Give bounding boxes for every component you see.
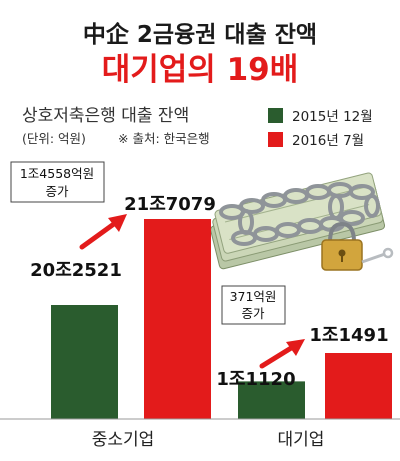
bar-sme-2015	[51, 305, 118, 419]
increase-arrow-sme	[79, 214, 127, 250]
source-note: ※ 출처: 한국은행	[118, 131, 210, 146]
legend-swatch-2016	[268, 132, 283, 147]
increase-callout-box-large	[221, 285, 286, 325]
category-label-sme: 중소기업	[92, 430, 155, 450]
increase-word-sme: 증가	[45, 184, 69, 199]
section-label: 상호저축은행 대출 잔액	[22, 106, 189, 126]
legend-swatch-2015	[268, 108, 283, 123]
category-label-large: 대기업	[278, 430, 325, 450]
value-label-sme-2016: 21조7079	[124, 194, 216, 215]
bar-large-2015	[238, 381, 305, 419]
legend-label-2015: 2015년 12월	[292, 109, 373, 125]
increase-callout-sme: 1조4558억원 증가	[10, 161, 105, 203]
value-label-large-2016: 1조1491	[309, 325, 388, 346]
increase-amount-sme: 1조4558억원	[20, 166, 94, 181]
legend-label-2016: 2016년 7월	[292, 133, 364, 149]
bar-sme-2016	[144, 219, 211, 419]
increase-callout-large: 371억원 증가	[221, 285, 286, 325]
increase-amount-large: 371억원	[230, 289, 277, 304]
value-label-large-2015: 1조1120	[216, 369, 295, 390]
value-label-sme-2015: 20조2521	[30, 260, 122, 281]
chained-money-illustration	[210, 172, 394, 271]
increase-arrow-large	[259, 339, 305, 369]
unit-note: (단위: 억원)	[22, 131, 86, 146]
increase-callout-box-sme	[10, 161, 105, 203]
increase-word-large: 증가	[241, 306, 265, 321]
chart-title: 中企 2금융권 대출 잔액	[83, 21, 317, 48]
bar-large-2016	[325, 353, 392, 419]
bars-layer	[51, 219, 392, 419]
chart-subtitle: 대기업의 19배	[102, 52, 299, 88]
